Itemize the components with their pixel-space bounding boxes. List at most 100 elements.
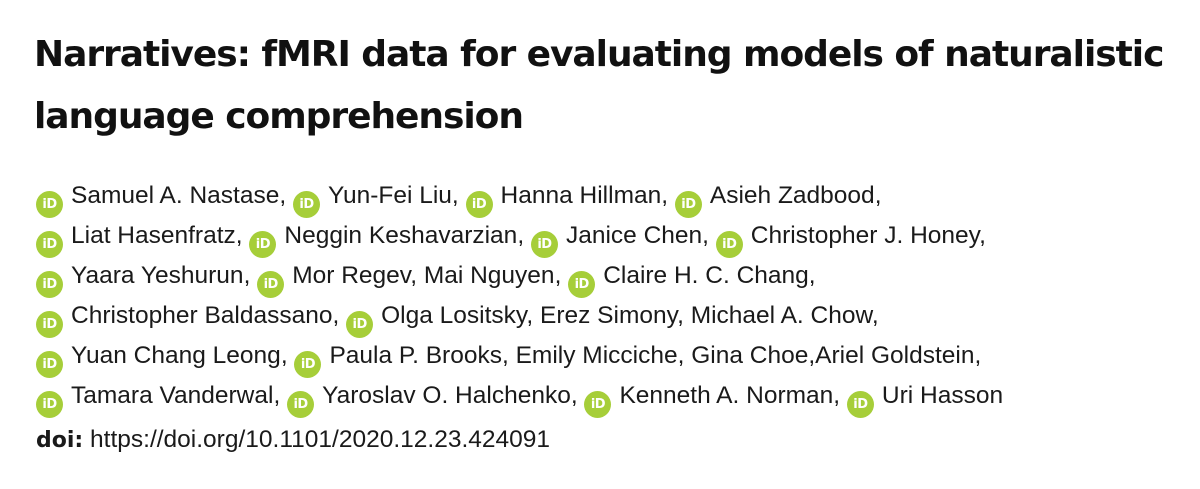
author-separator: , [661, 182, 675, 209]
author-name: Hanna Hillman [500, 182, 662, 209]
orcid-icon[interactable]: iD [36, 311, 63, 338]
orcid-icon[interactable]: iD [287, 391, 315, 418]
orcid-icon[interactable]: iD [36, 191, 63, 218]
author: iD Samuel A. Nastase, [36, 176, 293, 218]
orcid-icon[interactable]: iD [36, 351, 63, 378]
author: Emily Micciche, [516, 336, 692, 376]
author-separator: , [451, 182, 466, 209]
author-separator: , [874, 182, 882, 209]
author-name: Paula P. Brooks [329, 342, 502, 369]
author-name: Christopher J. Honey [750, 222, 980, 249]
author-separator: , [570, 382, 585, 409]
author-name: Gina Choe [691, 342, 809, 369]
author-name: Claire H. C. Chang [603, 262, 809, 289]
author-name: Liat Hasenfratz [71, 222, 236, 249]
author: iD Olga Lositsky, [346, 296, 540, 338]
author: Ariel Goldstein, [815, 336, 981, 376]
orcid-icon[interactable]: iD [584, 391, 612, 418]
author-name: Tamara Vanderwal [71, 382, 274, 409]
doi-link[interactable]: https://doi.org/10.1101/2020.12.23.42409… [90, 426, 551, 453]
author: iD Uri Hasson [846, 376, 1004, 418]
author: iD Yaara Yeshurun, [36, 256, 257, 298]
author-name: Mor Regev [292, 262, 411, 289]
author-name: Janice Chen [565, 222, 703, 249]
author-name: Neggin Keshavarzian [284, 222, 518, 249]
author: iD Hanna Hillman, [465, 176, 675, 218]
author-separator: , [279, 182, 293, 209]
author: iD Christopher J. Honey, [715, 216, 986, 258]
orcid-icon[interactable]: iD [674, 191, 702, 218]
author: Mai Nguyen, [424, 256, 568, 296]
author-separator: , [332, 302, 347, 329]
author: iD Tamara Vanderwal, [36, 376, 287, 418]
author-name: Olga Lositsky [381, 302, 527, 329]
author: iD Claire H. C. Chang, [568, 256, 816, 298]
author-name: Kenneth A. Norman [619, 382, 834, 409]
author: Erez Simony, [540, 296, 691, 336]
author: iD Liat Hasenfratz, [36, 216, 249, 258]
author-separator: , [235, 222, 250, 249]
orcid-icon[interactable]: iD [36, 271, 63, 298]
author-name: Yaara Yeshurun [71, 262, 244, 289]
author-separator: , [517, 222, 531, 249]
orcid-icon[interactable]: iD [568, 271, 596, 298]
orcid-icon[interactable]: iD [249, 231, 277, 258]
author: iD Neggin Keshavarzian, [249, 216, 531, 258]
author-name: Ariel Goldstein [815, 342, 975, 369]
orcid-icon[interactable]: iD [715, 231, 743, 258]
author-separator: , [501, 342, 516, 369]
author-list: iD Samuel A. Nastase, iD Yun-Fei Liu, iD Ha… [36, 176, 1176, 418]
author-separator: , [979, 222, 986, 249]
author-line: iD Tamara Vanderwal, iD Yaroslav O. Halche… [36, 376, 1176, 418]
author-separator: , [554, 262, 569, 289]
author-name: Michael A. Chow [690, 302, 872, 329]
author-line: iD Yuan Chang Leong, iD Paula P. Brooks, E… [36, 336, 1176, 378]
author-name: Christopher Baldassano [71, 302, 333, 329]
author: iD Mor Regev, [257, 256, 424, 298]
author-name: Yuan Chang Leong [71, 342, 281, 369]
orcid-icon[interactable]: iD [346, 311, 374, 338]
author-separator: , [677, 342, 692, 369]
doi-label: doi: [36, 428, 84, 453]
author: iD Paula P. Brooks, [294, 336, 515, 378]
author-separator: , [871, 302, 879, 329]
author-line: iD Liat Hasenfratz, iD Neggin Keshavarzian… [36, 216, 1176, 258]
author: iD Christopher Baldassano, [36, 296, 346, 338]
author-separator: , [974, 342, 982, 369]
author-separator: , [677, 302, 691, 329]
author: iD Yaroslav O. Halchenko, [287, 376, 584, 418]
author-separator: , [808, 262, 816, 289]
orcid-icon[interactable]: iD [292, 191, 320, 218]
author-separator: , [808, 342, 816, 369]
author-line: iD Samuel A. Nastase, iD Yun-Fei Liu, iD Ha… [36, 176, 1176, 218]
author-separator: , [243, 262, 258, 289]
author-separator: , [702, 222, 716, 249]
author: iD Kenneth A. Norman, [584, 376, 846, 418]
orcid-icon[interactable]: iD [530, 231, 558, 258]
orcid-icon[interactable]: iD [36, 391, 63, 418]
orcid-icon[interactable]: iD [846, 391, 874, 418]
author: iD Asieh Zadbood, [674, 176, 882, 218]
author-line: iD Christopher Baldassano, iD Olga Lositsk… [36, 296, 1176, 338]
orcid-icon[interactable]: iD [257, 271, 285, 298]
author-name: Erez Simony [540, 302, 678, 329]
author: iD Yuan Chang Leong, [36, 336, 294, 378]
author-name: Uri Hasson [881, 382, 1004, 409]
author-line: iD Yaara Yeshurun, iD Mor Regev, Mai Nguye… [36, 256, 1176, 298]
author-separator: , [526, 302, 540, 329]
doi-line: doi: https://doi.org/10.1101/2020.12.23.… [36, 420, 550, 461]
author-name: Asieh Zadbood [709, 182, 875, 209]
orcid-icon[interactable]: iD [36, 231, 63, 258]
author-name: Yun-Fei Liu [327, 182, 452, 209]
author-separator: , [273, 382, 288, 409]
orcid-icon[interactable]: iD [294, 351, 322, 378]
author-separator: , [833, 382, 847, 409]
author: Gina Choe, [691, 336, 815, 376]
author: iD Yun-Fei Liu, [292, 176, 466, 218]
author-separator: , [410, 262, 424, 289]
author: iD Janice Chen, [530, 216, 716, 258]
orcid-icon[interactable]: iD [465, 191, 493, 218]
author-separator: , [280, 342, 295, 369]
author-name: Mai Nguyen [423, 262, 555, 289]
author-name: Emily Micciche [515, 342, 678, 369]
